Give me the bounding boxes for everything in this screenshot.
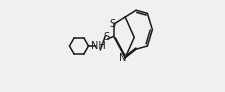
Text: NH: NH bbox=[91, 41, 106, 51]
Text: S: S bbox=[109, 19, 115, 29]
Text: N: N bbox=[119, 53, 127, 63]
Text: S: S bbox=[104, 32, 110, 42]
